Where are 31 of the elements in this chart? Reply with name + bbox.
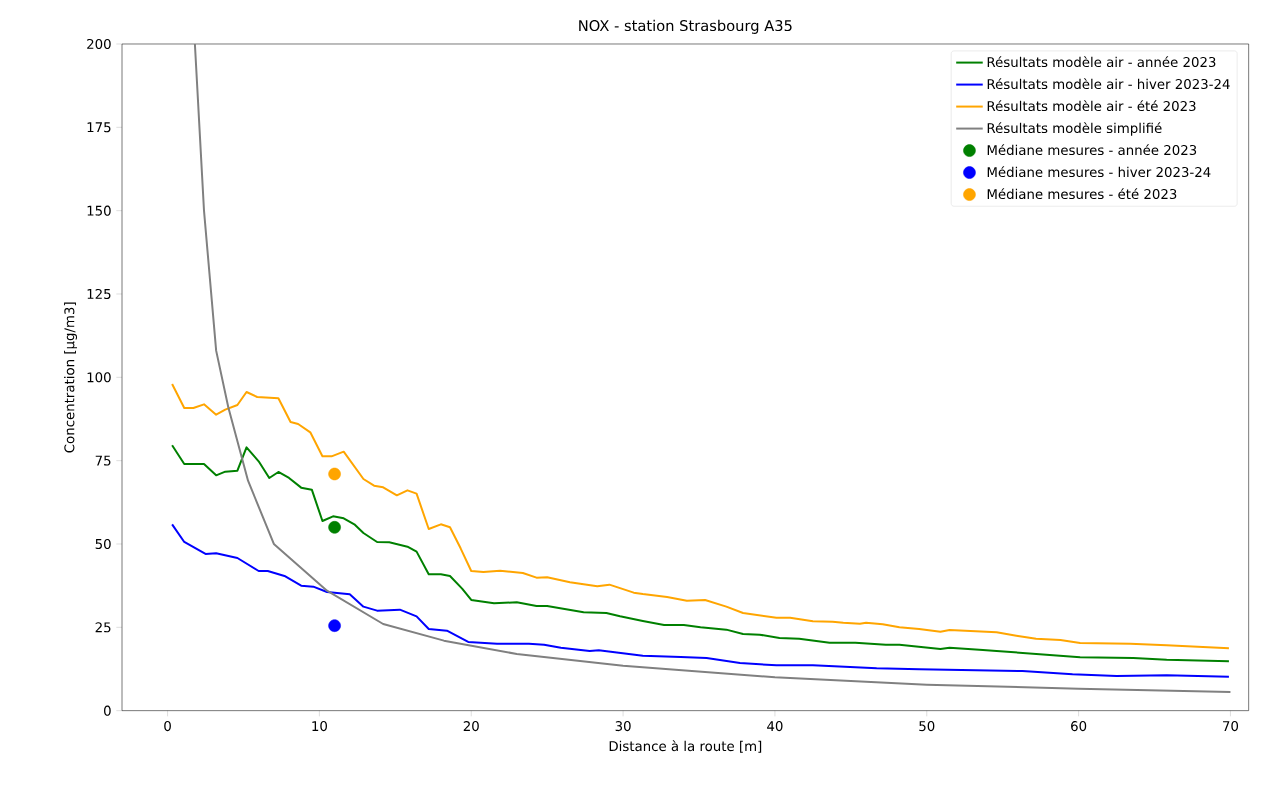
legend-label: Médiane mesures - année 2023 [987,144,1197,156]
legend-label: Résultats modèle simplifié [987,122,1162,136]
legend-label: Médiane mesures - été 2023 [987,188,1177,200]
y-tick-label: 25 [95,622,111,633]
x-tick-label: 70 [1223,721,1239,732]
x-tick-label: 20 [463,721,479,732]
y-tick-label: 100 [87,372,111,383]
line-series [171,523,1230,678]
x-tick-label: 0 [164,721,171,732]
y-axis-title: Concentration [µg/m3] [64,302,78,453]
line-series [171,382,1230,650]
y-tick-label: 75 [95,455,111,466]
line-series [171,444,1230,663]
y-tick-label: 125 [87,288,111,300]
x-tick-label: 50 [919,721,935,732]
legend-label: Résultats modèle air - été 2023 [987,100,1196,112]
y-tick-label: 200 [87,38,111,50]
line-series [193,43,1232,693]
x-axis-title: Distance à la route [m] [609,740,762,753]
x-tick-label: 40 [767,721,783,732]
y-tick-label: 50 [95,538,111,550]
legend-label: Résultats modèle air - hiver 2023-24 [987,78,1230,90]
x-tick-label: 30 [615,721,631,732]
y-tick-label: 0 [104,705,111,716]
legend-label: Médiane mesures - hiver 2023-24 [987,166,1211,178]
x-tick-label: 60 [1071,721,1087,732]
y-tick-label: 175 [87,122,111,133]
legend-label: Résultats modèle air - année 2023 [987,56,1216,68]
y-tick-label: 150 [87,205,111,216]
x-tick-label: 10 [312,721,328,732]
chart-title: NOX - station Strasbourg A35 [579,19,792,34]
